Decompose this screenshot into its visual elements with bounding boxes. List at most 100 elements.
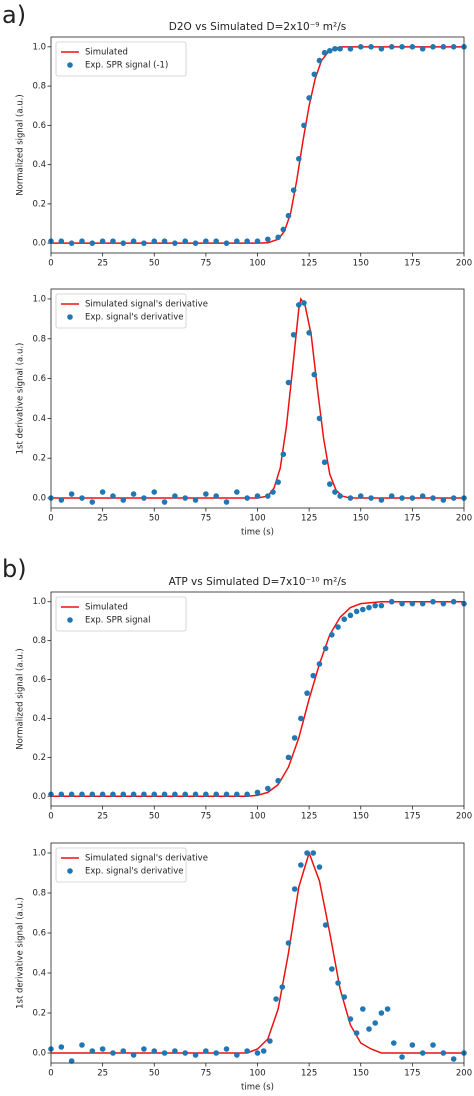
legend-label: Simulated signal's derivative (85, 854, 208, 864)
simulated-line (51, 600, 464, 798)
exp-point (322, 645, 329, 652)
exp-point (120, 791, 127, 798)
exp-point (291, 886, 298, 892)
exp-point (290, 331, 297, 338)
y-tick-label: 0.2 (32, 199, 46, 209)
y-tick-label: 0.0 (32, 792, 46, 802)
exp-point (316, 57, 323, 64)
exp-point (304, 850, 310, 856)
exp-point (141, 1046, 147, 1052)
exp-point (409, 495, 416, 501)
exp-point (399, 495, 405, 501)
exp-point (285, 212, 292, 219)
exp-point (409, 44, 416, 50)
exp-point (151, 791, 158, 798)
exp-point (99, 1046, 106, 1052)
exp-point (151, 238, 158, 245)
exp-point (353, 1030, 360, 1036)
y-tick-label: 0.0 (32, 494, 46, 504)
y-tick-label: 1.0 (32, 597, 46, 607)
exp-point (378, 45, 385, 52)
y-tick-label: 0.8 (32, 334, 46, 344)
exp-point (368, 495, 374, 501)
legend-marker (67, 868, 73, 874)
exp-point (234, 489, 240, 495)
y-tick-label: 0.4 (32, 969, 46, 979)
exp-point (260, 1048, 267, 1054)
exp-point (311, 371, 318, 378)
x-tick-label: 25 (97, 812, 108, 822)
y-tick-label: 0.4 (32, 714, 46, 724)
x-tick-label: 0 (48, 1069, 53, 1079)
exp-point (223, 240, 230, 246)
exp-point (321, 49, 328, 56)
exp-point (311, 71, 318, 78)
exp-point (151, 489, 158, 495)
exp-point (378, 602, 385, 609)
exp-point (280, 226, 287, 233)
exp-point (378, 497, 385, 503)
exp-point (120, 1048, 127, 1054)
x-tick-label: 175 (404, 812, 420, 822)
exp-point (347, 495, 354, 501)
exp-point (372, 1020, 379, 1026)
x-tick-label: 150 (353, 1069, 369, 1079)
exp-point (68, 491, 75, 497)
exp-point (265, 785, 271, 792)
exp-point (366, 1026, 372, 1032)
y-tick-label: 0.6 (32, 121, 46, 131)
exp-point (244, 238, 250, 245)
x-tick-label: 75 (200, 259, 211, 269)
x-tick-label: 200 (456, 812, 472, 822)
exp-point (203, 491, 209, 497)
exp-point (234, 238, 240, 245)
exp-point (368, 44, 374, 50)
exp-point (419, 1050, 426, 1056)
x-tick-label: 25 (97, 259, 108, 269)
x-tick-label: 150 (353, 259, 369, 269)
exp-point (192, 1052, 199, 1058)
exp-point (337, 45, 343, 52)
exp-point (58, 1044, 65, 1050)
x-tick-label: 125 (301, 1069, 317, 1079)
y-tick-label: 0.8 (32, 82, 46, 92)
panel-label: a) (2, 1, 26, 29)
exp-point (285, 754, 292, 761)
exp-point (254, 789, 261, 796)
axes-frame (50, 36, 465, 254)
y-tick-label: 0.4 (32, 414, 46, 424)
exp-point (291, 735, 298, 741)
exp-point (440, 497, 447, 503)
x-tick-label: 175 (404, 259, 420, 269)
x-tick-label: 200 (456, 259, 472, 269)
exp-point (58, 791, 65, 798)
exp-point (279, 984, 286, 990)
exp-point (203, 1048, 209, 1054)
y-axis-label: 1st derivative signal (a.u.) (16, 343, 26, 455)
exp-point (244, 791, 250, 798)
x-tick-label: 0 (48, 514, 53, 524)
exp-point (58, 238, 65, 245)
y-tick-label: 1.0 (32, 294, 46, 304)
legend-box (55, 293, 187, 329)
exp-point (390, 1040, 397, 1046)
exp-point (306, 95, 312, 101)
legend-label: Simulated (85, 603, 128, 613)
x-tick-label: 125 (301, 259, 317, 269)
x-tick-label: 100 (249, 259, 265, 269)
exp-point (301, 122, 307, 129)
exp-point (110, 493, 116, 499)
exp-point (254, 1050, 261, 1056)
exp-point (172, 1048, 178, 1054)
x-tick-label: 0 (48, 259, 53, 269)
legend-box (55, 41, 187, 77)
exp-point (296, 302, 302, 308)
y-tick-label: 0.8 (32, 636, 46, 646)
exp-point (399, 1054, 405, 1060)
exp-point (234, 791, 240, 798)
exp-point (440, 600, 447, 607)
x-tick-label: 150 (353, 514, 369, 524)
exp-point (450, 44, 457, 50)
exp-point (366, 604, 372, 611)
exp-point (347, 612, 354, 619)
